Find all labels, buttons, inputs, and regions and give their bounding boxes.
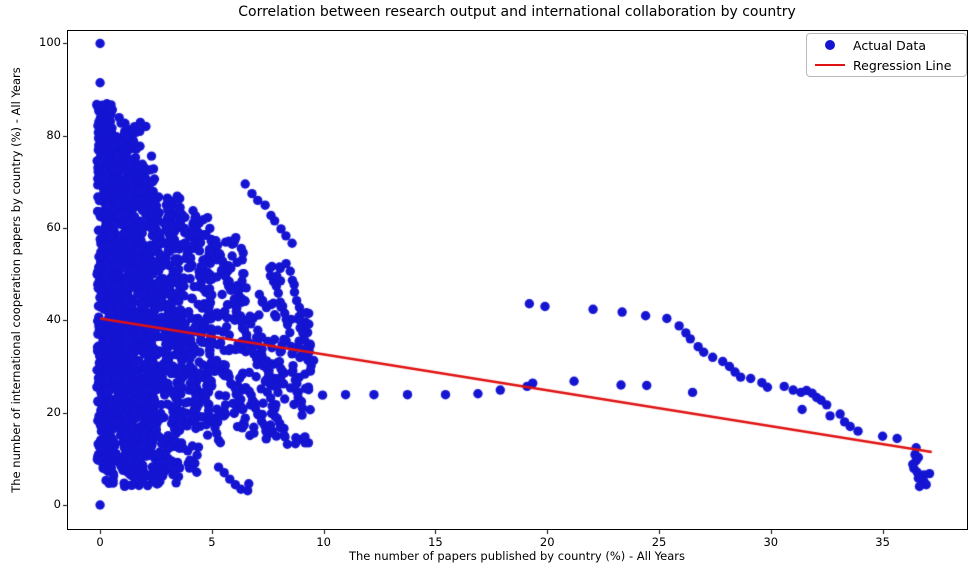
- y-tick-label: 40: [46, 312, 61, 327]
- x-tick-label: 20: [539, 535, 555, 549]
- x-tick-label: 5: [208, 535, 216, 549]
- legend-item-regression-line: Regression Line: [807, 57, 966, 74]
- x-tick-label: 35: [875, 535, 890, 549]
- y-tick-label: 80: [46, 127, 61, 142]
- x-tick-label: 25: [651, 535, 667, 549]
- x-axis-label: The number of papers published by countr…: [348, 549, 686, 563]
- y-tick-label: 0: [53, 496, 61, 511]
- legend-label: Regression Line: [853, 57, 952, 73]
- y-tick-label: 60: [46, 220, 61, 235]
- x-tick-label: 10: [316, 535, 331, 549]
- y-tick-label: 20: [46, 404, 61, 419]
- regression-line-icon: [815, 63, 845, 67]
- legend-swatch: [807, 40, 853, 50]
- x-tick-label: 15: [428, 535, 443, 549]
- x-tick-label: 30: [763, 535, 779, 549]
- x-tick-label: 0: [96, 535, 104, 549]
- y-tick-label: 100: [39, 35, 61, 50]
- legend-label: Actual Data: [853, 37, 926, 53]
- chart-title: Correlation between research output and …: [238, 4, 796, 20]
- legend-swatch: [807, 63, 853, 67]
- legend: Actual Data Regression Line: [806, 33, 967, 77]
- legend-item-actual-data: Actual Data: [807, 37, 966, 54]
- scatter-marker-icon: [825, 40, 835, 50]
